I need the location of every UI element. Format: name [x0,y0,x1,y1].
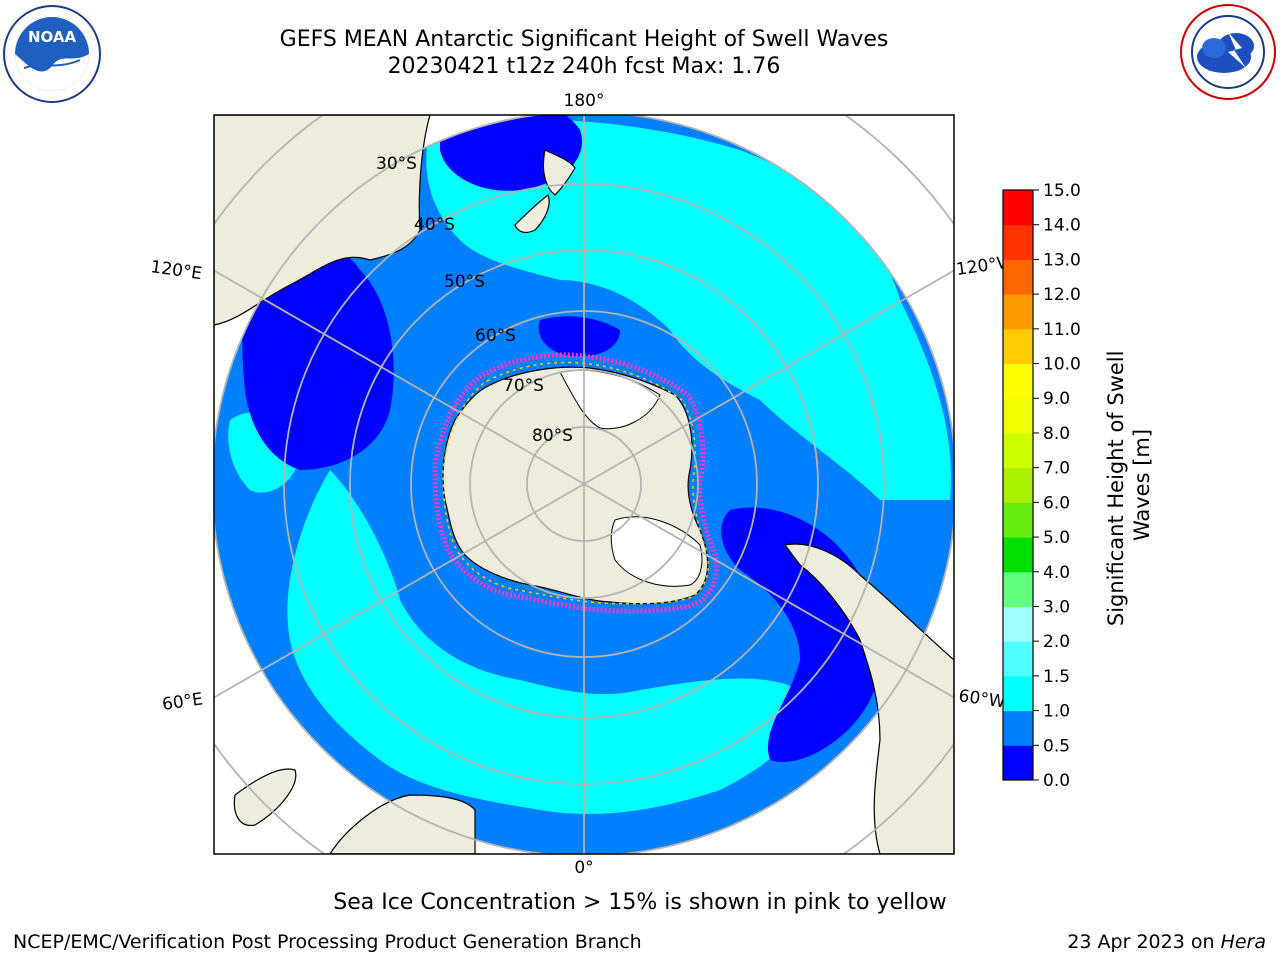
colorbar-swatch [1003,571,1033,607]
colorbar-swatch [1003,224,1033,260]
graticule [214,115,954,854]
lat-label-40s: 40°S [414,215,455,235]
lon-label-180: 180° [564,91,605,111]
south-america [783,543,954,854]
colorbar-swatch [1003,398,1033,434]
sea-ice-note: Sea Ice Concentration > 15% is shown in … [333,890,947,915]
lat-label-70s: 70°S [503,376,544,396]
colorbar-tick-label: 0.0 [1043,771,1070,791]
colorbar-swatch [1003,328,1033,365]
colorbar-swatch [1003,259,1033,295]
colorbar-label: Significant Height of Swell Waves [m] [1104,344,1154,626]
colorbar-swatch [1003,363,1033,399]
colorbar-tick-label: 2.0 [1043,632,1070,652]
colorbar-label-line1: Significant Height of Swell [1104,351,1128,627]
colorbar-tick-label: 9.0 [1043,389,1070,409]
date-host: Hera [1220,931,1266,953]
colorbar-swatch [1003,606,1033,642]
noaa-logo-text: NOAA [28,28,77,46]
colorbar-swatch [1003,675,1033,712]
chart-title: GEFS MEAN Antarctic Significant Height o… [279,27,889,52]
lat-label-80s: 80°S [532,426,573,446]
lat-label-30s: 30°S [376,154,417,174]
colorbar-frame [1002,189,1034,781]
colorbar-swatch [1003,190,1033,226]
colorbar-tick-label: 15.0 [1043,181,1081,201]
colorbar-tick-label: 5.0 [1043,528,1070,548]
colorbar-tick-label: 0.5 [1043,736,1070,756]
chart-subtitle: 20230421 t12z 240h fcst Max: 1.76 [387,54,781,79]
nws-logo-icon [1180,4,1276,100]
colorbar-swatch [1003,710,1033,746]
credit-line: NCEP/EMC/Verification Post Processing Pr… [13,931,642,953]
weddell-ice-shelf [610,516,703,587]
lon-label-0: 0° [574,858,593,878]
lon-label-120e: 120°E [149,257,203,284]
colorbar-swatch [1003,432,1033,469]
colorbar-tick-label: 12.0 [1043,285,1081,305]
colorbar-tick-label: 1.0 [1043,702,1070,722]
lon-label-60w: 60°W [957,686,1006,712]
date-prefix: 23 Apr 2023 on [1067,931,1221,953]
colorbar-swatch [1003,467,1033,503]
colorbar-tick-label: 4.0 [1043,563,1070,583]
colorbar-tick-label: 7.0 [1043,459,1070,479]
colorbar-label-line2: Waves [m] [1130,429,1154,541]
colorbar-swatch [1003,641,1033,677]
africa [329,794,476,854]
date-line: 23 Apr 2023 on Hera [1067,931,1266,953]
colorbar-swatch [1003,745,1033,781]
sea-ice-edge [432,352,719,614]
colorbar-tick-label: 11.0 [1043,320,1081,340]
map-frame [213,114,955,855]
colorbar-tick-label: 8.0 [1043,424,1070,444]
colorbar-tick-label: 6.0 [1043,493,1070,513]
colorbar-swatch [1003,294,1033,330]
lon-label-60e: 60°E [161,689,204,714]
colorbar: 0.0 0.5 1.0 1.5 2.0 3.0 4.0 5.0 6.0 7.0 8.0 9.0 10.0… [1002,181,1081,791]
madagascar [233,768,297,826]
lat-label-50s: 50°S [444,272,485,292]
noaa-logo-icon: NOAA [3,5,101,103]
colorbar-tick-label: 1.5 [1043,667,1070,687]
colorbar-tick-label: 13.0 [1043,250,1081,270]
colorbar-tick-label: 10.0 [1043,355,1081,375]
colorbar-swatch [1003,502,1033,538]
colorbar-tick-label: 3.0 [1043,597,1070,617]
map-panel: 30°S 40°S 50°S 60°S 70°S 80°S [214,115,954,854]
new-zealand-south [514,194,550,234]
colorbar-swatch [1003,537,1033,573]
colorbar-tick-label: 14.0 [1043,216,1081,236]
lat-label-60s: 60°S [475,326,516,346]
